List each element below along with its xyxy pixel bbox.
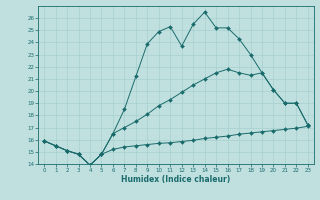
X-axis label: Humidex (Indice chaleur): Humidex (Indice chaleur): [121, 175, 231, 184]
